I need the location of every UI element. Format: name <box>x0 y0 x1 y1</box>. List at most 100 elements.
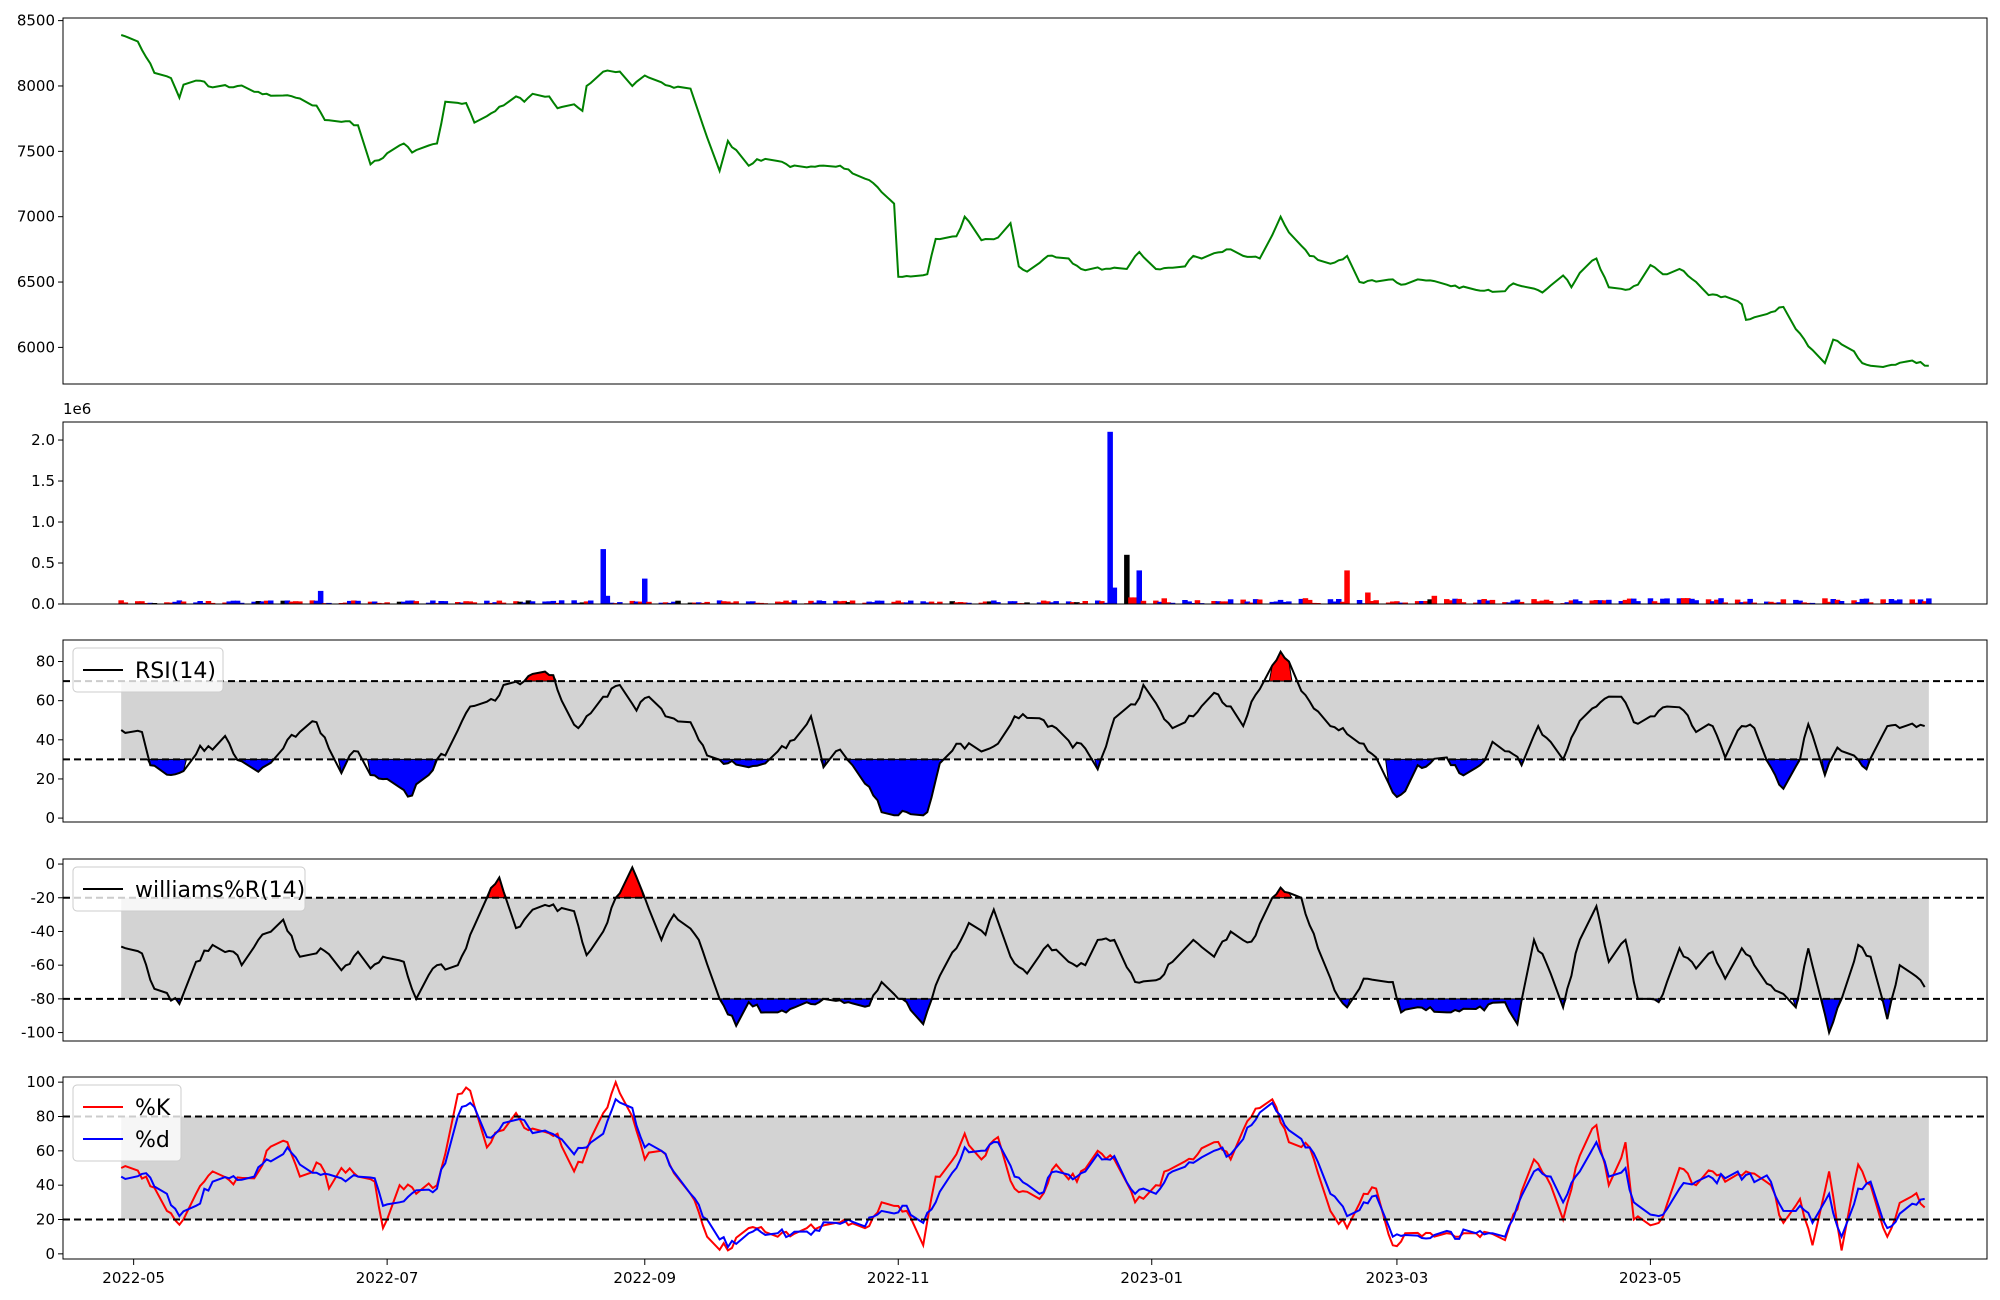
volume-bar <box>1286 601 1292 604</box>
stochastic-ytick-label: 40 <box>36 1176 55 1194</box>
volume-bar <box>1680 598 1687 604</box>
volume-bar <box>1772 602 1778 604</box>
volume-ytick-label: 2.0 <box>31 431 55 449</box>
volume-bar <box>995 602 1001 604</box>
stochastic-line-k <box>120 1079 1926 1252</box>
volume-bar <box>176 600 183 604</box>
volume-bar <box>783 600 789 604</box>
volume-bar <box>866 601 872 604</box>
volume-frame <box>62 421 1988 605</box>
volume-bar <box>550 600 557 604</box>
volume-bar <box>1248 602 1255 604</box>
stochastic-ytick-label: 100 <box>26 1073 55 1091</box>
stochastic-frame <box>62 1076 1988 1260</box>
volume-bar <box>1390 601 1396 604</box>
volume-bar <box>1456 598 1462 604</box>
volume-bar <box>1851 600 1857 604</box>
volume-bar <box>675 600 681 604</box>
volume-bar <box>874 600 881 604</box>
volume-bar <box>1215 601 1221 604</box>
volume-bar <box>317 590 324 604</box>
volume-bar <box>1917 599 1924 604</box>
williams-r-ytick-label: -20 <box>31 889 56 907</box>
volume-bar <box>1859 598 1866 604</box>
volume-bar <box>870 602 877 604</box>
volume-bar <box>1402 602 1408 604</box>
volume-bar <box>758 602 764 604</box>
williams-r-ytick-label: -80 <box>31 990 56 1008</box>
volume-bar <box>205 601 212 604</box>
volume-bar <box>201 602 207 604</box>
volume-bar <box>230 600 237 604</box>
rsi-legend-label: RSI(14) <box>135 659 216 684</box>
volume-bar <box>1830 599 1836 604</box>
volume-bar <box>463 601 469 604</box>
williams-r-ytick-label: -60 <box>31 956 56 974</box>
volume-bar <box>1344 570 1350 604</box>
volume-bar <box>878 600 885 604</box>
volume-bar <box>1473 602 1479 604</box>
volume-bar <box>1157 601 1163 604</box>
volume-bar <box>1647 598 1654 604</box>
volume-bar <box>351 600 357 604</box>
stochastic-legend-label: %K <box>135 1096 171 1121</box>
volume-bar <box>924 602 931 604</box>
volume-bar <box>633 601 640 604</box>
volume-bar <box>1838 601 1845 604</box>
volume-bar <box>1419 601 1425 604</box>
volume-bar <box>280 600 286 604</box>
volume-bar <box>1024 602 1030 604</box>
volume-bar <box>962 602 968 604</box>
volume-bar <box>1053 601 1059 604</box>
volume-bar <box>1423 601 1429 604</box>
volume-bar <box>729 602 735 604</box>
volume-bar <box>1880 599 1886 604</box>
stochastic-ytick-label: 0 <box>45 1245 55 1263</box>
x-tick-label: 2022-05 <box>102 1269 165 1287</box>
volume-bar <box>662 602 669 604</box>
volume-bar <box>396 601 403 604</box>
volume-bar <box>297 601 303 604</box>
volume-bar <box>1136 570 1142 604</box>
volume-bar <box>1111 587 1118 604</box>
rsi-ytick-label: 20 <box>36 770 55 788</box>
volume-bar <box>1867 602 1874 604</box>
volume-bar <box>696 602 702 604</box>
volume-bar <box>118 600 124 604</box>
volume-bar <box>1306 599 1313 604</box>
volume-bar <box>754 602 760 604</box>
price-ytick-label: 6000 <box>17 338 55 356</box>
williams-r-line <box>120 864 1926 1036</box>
volume-bar <box>1489 599 1496 604</box>
volume-bar <box>687 602 694 604</box>
volume-bar <box>1834 599 1841 604</box>
volume-bar <box>342 602 349 604</box>
williams-r-legend-label: williams%R(14) <box>135 878 305 903</box>
volume-bar <box>293 601 299 604</box>
volume-bar <box>986 601 993 604</box>
volume-bar <box>1689 598 1695 604</box>
volume-bar <box>1485 600 1492 604</box>
volume-bar <box>1855 602 1861 604</box>
volume-bar <box>1103 602 1109 604</box>
volume-bar <box>313 600 320 604</box>
volume-bar <box>1070 602 1076 604</box>
volume-bar <box>1373 600 1379 604</box>
volume-bar <box>1065 601 1072 604</box>
williams-r-ytick-label: -40 <box>31 922 56 940</box>
volume-bar <box>1768 601 1774 604</box>
volume-bar <box>1427 599 1433 604</box>
volume-bar <box>1510 600 1516 604</box>
volume-bar <box>1539 600 1546 604</box>
volume-bar <box>122 602 129 604</box>
volume-bar <box>1897 599 1903 604</box>
williams-r-ytick-label: 0 <box>45 855 55 873</box>
volume-bar <box>1921 601 1928 604</box>
rsi-ytick-label: 80 <box>36 653 55 671</box>
rsi-ytick-label: 0 <box>45 809 55 827</box>
volume-bar <box>891 601 897 604</box>
volume-bar <box>1302 598 1309 604</box>
volume-bar <box>1793 599 1799 604</box>
volume-bar <box>263 600 270 604</box>
volume-bar <box>1710 601 1716 604</box>
